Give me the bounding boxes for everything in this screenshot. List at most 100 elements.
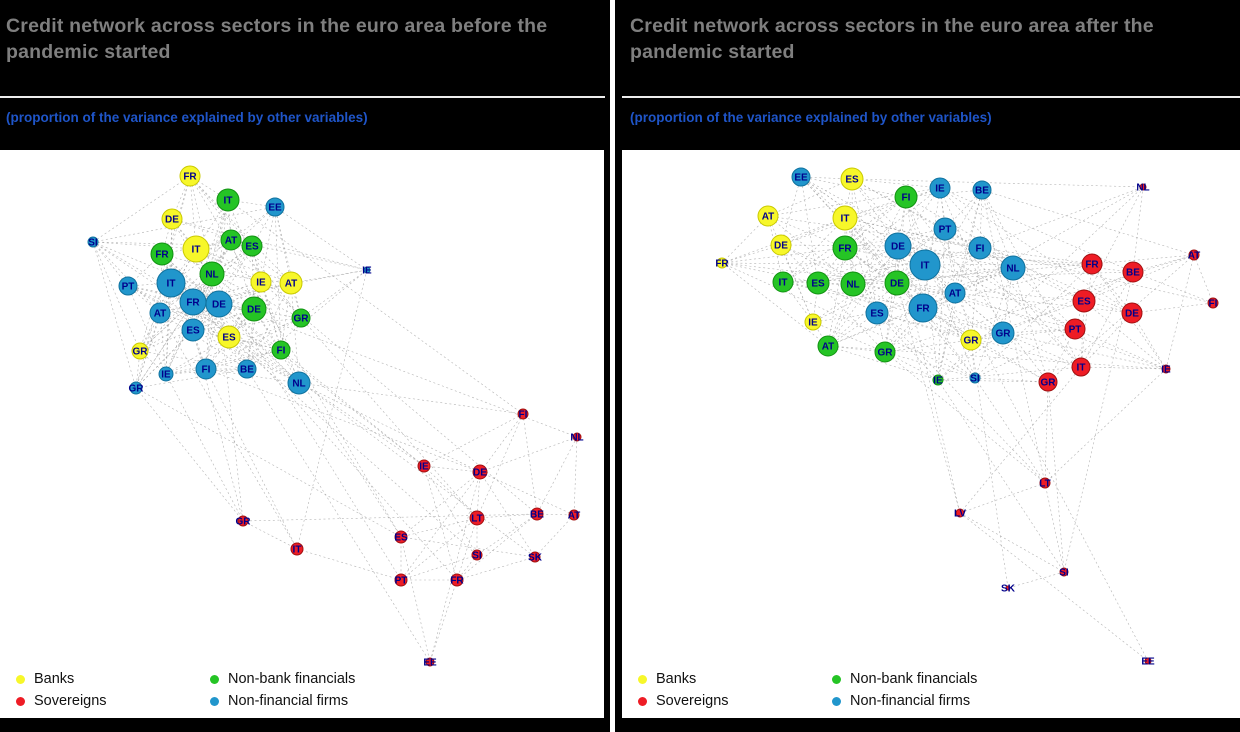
network-edge	[1002, 328, 1076, 334]
node-IE-nonbank	[932, 374, 944, 386]
network-edge	[1131, 302, 1214, 314]
node-label-SI-sovereigns: SI	[1059, 568, 1069, 579]
network-edge	[780, 244, 899, 247]
node-NL-sovereigns	[1139, 183, 1147, 191]
network-edge	[1044, 381, 1049, 484]
node-LT-sovereigns	[469, 510, 485, 526]
node-BE-nonfin	[237, 359, 257, 379]
node-label-AT-nonbank: AT	[822, 342, 835, 353]
node-label-NL-nonfin: NL	[292, 379, 305, 390]
network-edge	[1083, 300, 1133, 314]
network-edge	[974, 377, 1049, 383]
node-label-AT-nonbank: AT	[225, 236, 238, 247]
network-edge	[884, 245, 899, 353]
node-label-NL-sovereigns: NL	[1136, 183, 1149, 194]
node-label-PT-nonfin: PT	[122, 282, 135, 293]
node-label-DE-banks: DE	[774, 241, 788, 252]
network-edge	[896, 267, 1014, 284]
node-label-IT-nonbank: IT	[779, 278, 788, 289]
node-AT-nonbank	[817, 335, 839, 357]
network-edge	[800, 176, 898, 284]
network-edge	[205, 349, 282, 370]
node-IE-banks	[250, 271, 272, 293]
network-edge	[780, 244, 814, 323]
node-GR-banks	[960, 329, 982, 351]
network-edge	[127, 285, 230, 338]
network-edge	[844, 247, 972, 341]
network-edge	[939, 187, 1134, 273]
network-edge	[896, 282, 1004, 334]
network-edge	[127, 285, 282, 351]
legend-after: Banks Sovereigns Non-bank financials Non-fi…	[638, 668, 977, 712]
node-EE-sovereigns	[1144, 657, 1152, 665]
node-label-IE-banks: IE	[808, 318, 818, 329]
node-label-NL-sovereigns: NL	[570, 433, 583, 444]
panel-divider	[610, 0, 615, 732]
network-edge	[1080, 366, 1167, 370]
legend-item-banks: Banks	[16, 668, 206, 690]
legend-dot-nonbank-icon	[210, 674, 219, 684]
network-edge	[127, 253, 163, 287]
network-edge	[165, 349, 282, 375]
network-edge	[192, 329, 282, 351]
node-DE-nonbank	[241, 296, 267, 322]
network-edge	[817, 282, 886, 353]
node-AT-banks	[757, 205, 779, 227]
node-label-GR-nonfin: GR	[996, 329, 1012, 340]
network-edge	[721, 262, 976, 379]
network-edge	[884, 189, 983, 353]
node-label-GR-nonfin: GR	[129, 384, 145, 395]
node-GR-sovereigns	[237, 515, 249, 527]
network-edge	[959, 512, 1065, 573]
node-GR-nonbank	[874, 341, 896, 363]
node-SI-nonfin	[87, 236, 99, 248]
network-edge	[1165, 254, 1195, 370]
network-edge	[1007, 571, 1065, 589]
node-label-GR-sovereigns: GR	[236, 517, 252, 528]
network-edge	[205, 199, 229, 370]
node-label-EE-nonfin: EE	[268, 203, 282, 214]
node-label-BE-sovereigns: BE	[530, 510, 544, 521]
node-GR-nonbank	[291, 308, 311, 328]
network-edge	[959, 482, 1046, 514]
network-edge	[92, 241, 253, 247]
legend-label-sovereigns: Sovereigns	[656, 693, 729, 709]
node-label-ES-sovereigns: ES	[1077, 297, 1091, 308]
network-edge	[227, 199, 524, 415]
chart-area-after: EE ES AT FI IE BE IT FR DE PT FR DE FI IT NL IT ES NL DE AT…	[622, 150, 1240, 718]
node-NL-nonfin	[1000, 255, 1026, 281]
network-edge	[884, 351, 976, 379]
network-edge	[944, 228, 1014, 269]
node-label-LT-sovereigns: LT	[471, 514, 482, 525]
network-edge	[476, 471, 481, 519]
legend-item-banks: Banks	[638, 668, 828, 690]
network-edge	[937, 366, 1082, 381]
network-edge	[1002, 271, 1134, 334]
node-FI-sovereigns	[517, 408, 529, 420]
node-AT-nonbank	[220, 229, 242, 251]
network-edge	[897, 245, 1014, 269]
node-label-AT-banks: AT	[762, 212, 775, 223]
node-label-AT-sovereigns: AT	[568, 511, 581, 522]
node-label-DE-nonfin: DE	[212, 300, 226, 311]
network-edge	[827, 282, 898, 347]
node-FR-nonfin	[908, 293, 938, 323]
node-AT-nonfin	[149, 302, 171, 324]
network-edge	[159, 308, 255, 314]
panel-subtitle-before: (proportion of the variance explained by…	[6, 110, 368, 125]
node-SI-sovereigns	[471, 549, 483, 561]
network-edge	[165, 282, 172, 375]
network-edge	[170, 282, 578, 438]
network-edge	[827, 196, 907, 347]
node-label-FR-nonfin: FR	[186, 298, 200, 309]
network-edge	[827, 267, 1014, 347]
network-edge	[139, 248, 197, 352]
network-edge	[812, 321, 886, 353]
node-NL-nonbank	[840, 271, 866, 297]
network-edge	[246, 368, 431, 663]
title-rule-after	[622, 96, 1240, 98]
network-edge	[274, 206, 302, 319]
network-edge	[1012, 267, 1085, 302]
network-edge	[135, 301, 194, 389]
network-edge	[827, 247, 846, 347]
